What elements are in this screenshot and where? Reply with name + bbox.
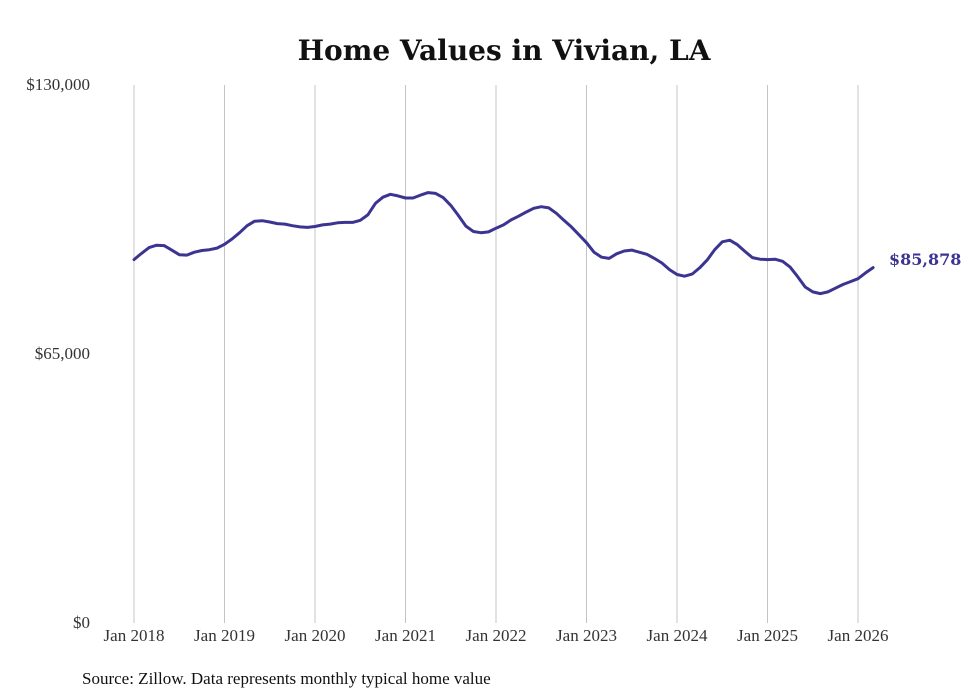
series-line [132,191,875,296]
x-tick-label: Jan 2018 [104,626,165,645]
y-tick-label: $130,000 [26,75,90,94]
series-group [132,191,875,296]
gridlines [133,85,859,623]
x-tick-label: Jan 2020 [285,626,346,645]
y-axis: $130,000 $65,000 $0 [26,75,90,632]
chart-title: Home Values in Vivian, LA [298,34,712,67]
source-note: Source: Zillow. Data represents monthly … [82,669,491,688]
y-tick-label: $65,000 [35,344,90,363]
x-tick-label: Jan 2026 [828,626,889,645]
end-value-label: $85,878 [889,250,961,269]
x-tick-label: Jan 2023 [556,626,617,645]
x-tick-label: Jan 2024 [647,626,708,645]
y-tick-label: $0 [73,613,90,632]
x-tick-label: Jan 2021 [375,626,436,645]
x-tick-label: Jan 2022 [466,626,527,645]
x-tick-label: Jan 2019 [194,626,255,645]
x-tick-label: Jan 2025 [737,626,798,645]
x-axis: Jan 2018 Jan 2019 Jan 2020 Jan 2021 Jan 2022… [104,626,889,645]
